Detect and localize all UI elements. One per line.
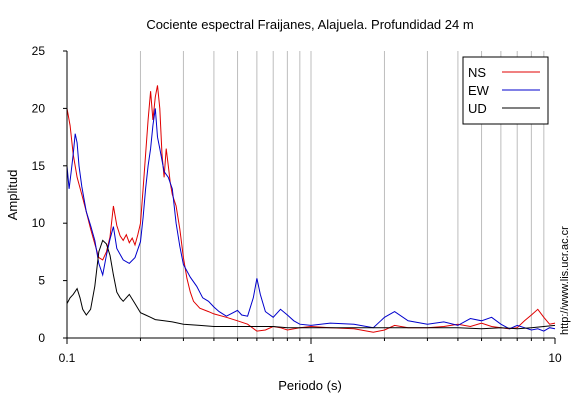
series-line-ud xyxy=(66,239,556,330)
legend-label-ew: EW xyxy=(468,83,490,98)
series-line-ew xyxy=(66,108,556,332)
legend-label-ns: NS xyxy=(468,65,486,80)
y-ticks: 0 5 10 15 20 25 xyxy=(32,44,67,345)
series-line-ns xyxy=(66,85,556,333)
x-tick-label: 10 xyxy=(548,351,562,365)
x-axis-label: Periodo (s) xyxy=(278,378,342,393)
x-ticks: 0.1 1 10 xyxy=(59,338,562,365)
chart-title: Cociente espectral Fraijanes, Alajuela. … xyxy=(146,17,473,32)
y-tick-label: 10 xyxy=(32,216,46,230)
legend-label-ud: UD xyxy=(468,101,487,116)
y-axis-label: Amplitud xyxy=(5,170,20,221)
watermark-url: http://www.lis.ucr.ac.cr xyxy=(559,226,571,335)
y-tick-label: 0 xyxy=(38,331,45,345)
legend: NS EW UD xyxy=(462,56,549,125)
x-tick-label: 1 xyxy=(308,351,315,365)
y-tick-label: 15 xyxy=(32,159,46,173)
x-tick-label: 0.1 xyxy=(59,351,76,365)
y-tick-label: 25 xyxy=(32,44,46,58)
series-layer xyxy=(66,85,556,333)
y-tick-label: 20 xyxy=(32,101,46,115)
y-tick-label: 5 xyxy=(38,274,45,288)
vertical-grid xyxy=(139,51,545,338)
